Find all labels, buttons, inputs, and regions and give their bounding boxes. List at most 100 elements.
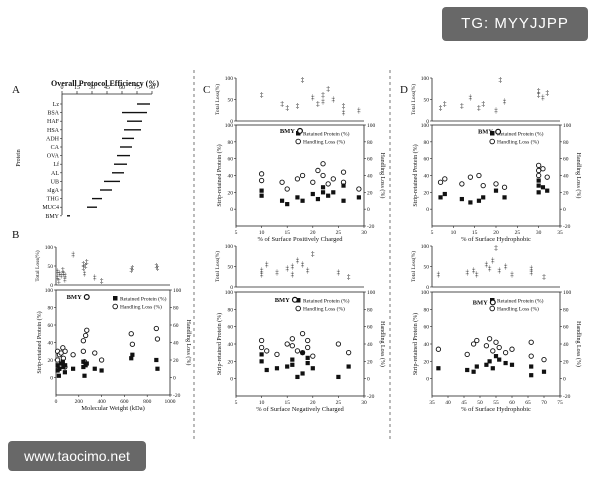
total-loss-marker: ‡ bbox=[465, 269, 469, 277]
ytick-left-label: 100 bbox=[225, 290, 234, 296]
ytick-left-label: 20 bbox=[228, 359, 234, 365]
total-loss-marker: ‡ bbox=[56, 268, 60, 276]
inset-ylabel: Total Loss(%) bbox=[410, 251, 417, 282]
handling-loss-point bbox=[305, 337, 311, 344]
total-loss-marker: ‡ bbox=[265, 260, 269, 268]
ytick-right-label: 0 bbox=[367, 377, 370, 383]
ytick-left-label: 80 bbox=[228, 307, 234, 313]
retained-protein-point bbox=[493, 188, 499, 193]
total-loss-marker: ‡ bbox=[443, 100, 447, 108]
handling-loss-point bbox=[540, 166, 546, 172]
chart-a-category-label: BMY bbox=[45, 214, 59, 220]
retained-protein-point bbox=[310, 191, 315, 197]
handling-loss-point bbox=[258, 344, 265, 351]
retained-protein-point bbox=[487, 359, 492, 364]
legend-handling-marker bbox=[295, 305, 301, 312]
xtick-label: 20 bbox=[310, 230, 316, 236]
bmy-marker bbox=[291, 296, 298, 303]
retained-protein-point bbox=[264, 367, 269, 373]
handling-loss-point bbox=[279, 179, 285, 185]
xtick-label: 10 bbox=[451, 230, 457, 236]
ytick-left-label: 20 bbox=[48, 358, 54, 364]
total-loss-marker: ‡ bbox=[291, 263, 295, 271]
chart-a-category-label: ADH bbox=[46, 136, 60, 142]
handling-loss-point bbox=[459, 181, 465, 187]
ytick-left-label: 40 bbox=[228, 174, 234, 180]
xtick-label: 800 bbox=[143, 399, 152, 405]
chart-a-ylabel: Protein bbox=[16, 149, 22, 166]
x-axis-label: % of Surface Hydrophobic bbox=[461, 236, 531, 243]
handling-loss-point bbox=[486, 336, 493, 342]
handling-loss-point bbox=[435, 346, 442, 352]
handling-loss-point bbox=[470, 341, 477, 347]
inset-ylabel: Total Loss(%) bbox=[410, 84, 417, 115]
xtick-label: 25 bbox=[336, 400, 342, 406]
retained-protein-point bbox=[536, 178, 541, 183]
total-loss-marker: ‡ bbox=[537, 91, 541, 99]
ytick-right-label: 40 bbox=[563, 342, 569, 348]
chart-a-category-label: BSA bbox=[47, 111, 59, 117]
retained-protein-point bbox=[442, 191, 447, 197]
inset-ytick-label: 50 bbox=[228, 98, 234, 104]
ytick-right-label: -20 bbox=[367, 224, 375, 230]
total-loss-marker: ‡ bbox=[439, 104, 443, 112]
y-axis-label-left: Strip-retained Protein (%) bbox=[216, 144, 223, 206]
legend-handling-marker bbox=[295, 138, 301, 145]
inset-ytick-label: 0 bbox=[426, 285, 429, 291]
retained-protein-point bbox=[285, 364, 290, 369]
ytick-right-label: 60 bbox=[563, 325, 569, 331]
y-axis-label-left: Strip-retained Protein (%) bbox=[36, 311, 43, 373]
xtick-label: 20 bbox=[310, 400, 316, 406]
handling-loss-point bbox=[528, 353, 534, 359]
xtick-label: 400 bbox=[97, 399, 106, 405]
handling-loss-point bbox=[536, 162, 542, 169]
handling-loss-point bbox=[98, 357, 105, 363]
xtick-label: 0 bbox=[55, 399, 58, 405]
retained-protein-point bbox=[71, 366, 76, 371]
chart-a-title: Overall Protocol Efficiency (%) bbox=[51, 79, 159, 88]
chart-a-category-label: HAF bbox=[47, 119, 60, 125]
xtick-label: 65 bbox=[525, 400, 531, 406]
xtick-label: 25 bbox=[515, 230, 521, 236]
xtick-label: 10 bbox=[259, 230, 265, 236]
total-loss-marker: ‡ bbox=[129, 266, 133, 274]
panel-label-c: C bbox=[203, 84, 210, 96]
total-loss-marker: ‡ bbox=[529, 269, 533, 277]
ytick-left-label: 60 bbox=[424, 325, 430, 331]
retained-protein-point bbox=[60, 359, 65, 364]
ytick-right-label: 0 bbox=[173, 376, 176, 382]
handling-loss-point bbox=[480, 182, 486, 189]
ytick-right-label: 80 bbox=[367, 140, 373, 146]
ytick-left-label: 60 bbox=[424, 157, 430, 163]
total-loss-marker: ‡ bbox=[285, 104, 289, 112]
legend-handling-label: Handling Loss (%) bbox=[303, 139, 345, 146]
legend-retained-label: Retained Protein (%) bbox=[120, 296, 167, 303]
total-loss-marker: ‡ bbox=[301, 76, 305, 84]
ytick-right-label: 80 bbox=[563, 140, 569, 146]
xtick-label: 30 bbox=[361, 400, 367, 406]
total-loss-marker: ‡ bbox=[285, 265, 289, 273]
total-loss-marker: ‡ bbox=[59, 272, 63, 280]
retained-protein-point bbox=[310, 366, 315, 371]
ytick-left-label: 0 bbox=[426, 207, 429, 213]
retained-protein-point bbox=[497, 357, 502, 362]
retained-protein-point bbox=[346, 364, 351, 369]
handling-loss-point bbox=[544, 174, 550, 180]
total-loss-marker: ‡ bbox=[337, 269, 341, 277]
panel-label-a: A bbox=[12, 84, 20, 96]
retained-protein-point bbox=[481, 195, 486, 200]
legend-retained-marker bbox=[296, 298, 301, 303]
xtick-label: 15 bbox=[284, 230, 290, 236]
retained-protein-point bbox=[84, 361, 89, 366]
total-loss-marker: ‡ bbox=[342, 102, 346, 110]
xtick-label: 15 bbox=[472, 230, 478, 236]
handling-loss-point bbox=[464, 351, 470, 358]
total-loss-marker: ‡ bbox=[316, 100, 320, 108]
retained-protein-point bbox=[300, 371, 305, 376]
ytick-left-label: 80 bbox=[228, 140, 234, 146]
handling-loss-point bbox=[467, 174, 474, 180]
total-loss-marker: ‡ bbox=[347, 273, 351, 281]
inset-ytick-label: 100 bbox=[225, 244, 234, 250]
